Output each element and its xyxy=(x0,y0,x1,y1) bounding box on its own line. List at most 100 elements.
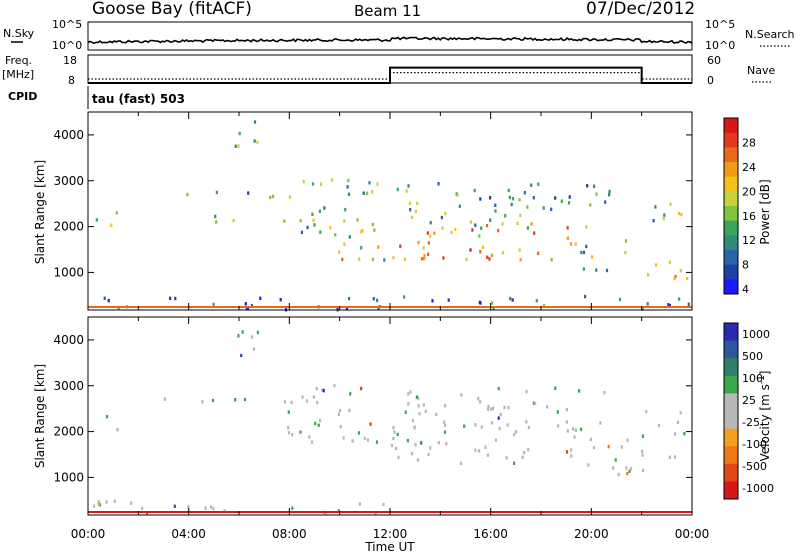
echo-cell-0 xyxy=(204,506,207,510)
echo-cell-6 xyxy=(490,407,493,411)
echo-cell-9 xyxy=(624,239,628,243)
echo-cell-7 xyxy=(518,248,521,252)
echo-cell-8 xyxy=(519,213,522,218)
echo-cell-7 xyxy=(617,472,620,477)
echo-cell-7 xyxy=(570,454,573,458)
echo-cell-0 xyxy=(105,500,108,504)
echo-cell-7 xyxy=(454,227,457,232)
echo-cell-6 xyxy=(565,408,568,412)
echo-cell-6 xyxy=(358,257,361,261)
power-colorbar: 28 24 20 16 12 8 4 xyxy=(723,117,756,296)
echo-cell-2 xyxy=(201,400,204,404)
colorbar-swatch xyxy=(724,340,738,359)
echo-cell-0 xyxy=(174,296,177,301)
xtick-label: 20:00 xyxy=(574,527,609,541)
echo-cell-0 xyxy=(382,502,385,507)
echo-cell-0 xyxy=(93,504,96,508)
echo-cell-8 xyxy=(410,215,413,219)
echo-cell-8 xyxy=(474,223,477,227)
echo-cell-7 xyxy=(501,251,504,255)
echo-cell-5 xyxy=(346,185,349,189)
echo-cell-7 xyxy=(533,231,536,235)
echo-cell-0 xyxy=(668,304,671,308)
echo-cell-6 xyxy=(490,421,493,425)
echo-cell-5 xyxy=(484,445,487,449)
echo-cell-5 xyxy=(392,436,395,441)
echo-cell-6 xyxy=(360,246,363,250)
echo-cell-11 xyxy=(654,205,657,209)
echo-cell-5 xyxy=(300,230,303,235)
echo-cell-8 xyxy=(526,205,529,209)
echo-cell-6 xyxy=(409,390,412,394)
colorbar-tick-label: 25 xyxy=(742,394,756,407)
echo-cell-7 xyxy=(620,445,623,449)
echo-cell-6 xyxy=(404,410,407,414)
echo-cell-6 xyxy=(415,395,418,399)
noise-sky-line xyxy=(87,36,693,45)
echo-cell-7 xyxy=(497,228,500,233)
echo-cell-4 xyxy=(315,387,318,391)
echo-cell-5 xyxy=(392,426,395,430)
echo-cell-8 xyxy=(510,202,513,207)
colorbar-swatch xyxy=(724,446,738,465)
echo-cell-7 xyxy=(589,437,592,442)
echo-cell-8 xyxy=(511,197,515,201)
echo-cell-2 xyxy=(215,220,218,224)
echo-cell-7 xyxy=(423,256,426,261)
echo-cell-8 xyxy=(668,455,671,459)
echo-cell-5 xyxy=(329,226,332,230)
echo-cell-8 xyxy=(567,201,571,205)
echo-cell-5 xyxy=(343,219,346,223)
echo-cell-5 xyxy=(505,456,508,460)
xtick-label: 16:00 xyxy=(473,527,508,541)
echo-cell-5 xyxy=(406,438,409,443)
echo-cell-6 xyxy=(556,410,559,414)
echo-cell-3 xyxy=(253,120,257,124)
echo-cell-5 xyxy=(390,443,393,448)
echo-cell-7 xyxy=(478,234,481,238)
echo-cell-6 xyxy=(507,405,510,410)
colorbar-swatch xyxy=(724,358,738,377)
echo-cell-4 xyxy=(287,425,290,430)
echo-cell-0 xyxy=(687,302,690,306)
echo-cell-7 xyxy=(427,252,430,256)
echo-cell-4 xyxy=(357,431,361,435)
freq-label: Freq. xyxy=(5,54,32,67)
colorbar-swatch xyxy=(724,428,738,447)
echo-cell-5 xyxy=(396,432,399,437)
echo-cell-6 xyxy=(546,405,549,409)
colorbar-swatch xyxy=(724,220,738,236)
echo-cell-9 xyxy=(645,409,648,414)
echo-cell-6 xyxy=(487,407,490,411)
echo-cell-5 xyxy=(288,195,291,199)
echo-cell-7 xyxy=(481,245,484,250)
echo-cell-5 xyxy=(331,178,334,182)
echo-cell-4 xyxy=(363,436,366,440)
nsky-tick-high: 10^5 xyxy=(52,18,82,31)
echo-cell-4 xyxy=(290,400,293,405)
echo-cell-6 xyxy=(460,393,463,397)
ytick-label: 4000 xyxy=(53,333,84,347)
echo-cell-5 xyxy=(477,449,481,453)
echo-cell-6 xyxy=(532,401,535,405)
echo-cell-8 xyxy=(532,196,535,200)
echo-cell-6 xyxy=(435,412,438,417)
echo-cell-7 xyxy=(403,257,406,261)
echo-cell-0 xyxy=(667,303,670,307)
time-axis: 00:00 04:00 08:00 12:00 16:00 20:00 00:00 xyxy=(71,527,710,541)
freq-trace xyxy=(88,66,692,84)
colorbar-tick-label: -25 xyxy=(742,416,760,429)
beam-title: Beam 11 xyxy=(354,2,421,20)
colorbar-swatch xyxy=(724,191,738,207)
echo-cell-1 xyxy=(95,218,98,222)
echo-cell-4 xyxy=(271,194,275,199)
echo-cell-7 xyxy=(614,458,617,462)
velocity-colorbar: 1000 500 100 25 -25 -100 -500 -1000 xyxy=(723,322,774,500)
echo-cell-5 xyxy=(420,441,423,445)
echo-cell-0 xyxy=(374,511,377,515)
velocity-axes: 4000 3000 2000 1000 xyxy=(53,317,693,515)
echo-cell-8 xyxy=(530,183,533,187)
colorbar-tick-label: 100 xyxy=(742,372,763,385)
colorbar-swatch xyxy=(724,206,738,222)
echo-cell-7 xyxy=(641,453,644,457)
